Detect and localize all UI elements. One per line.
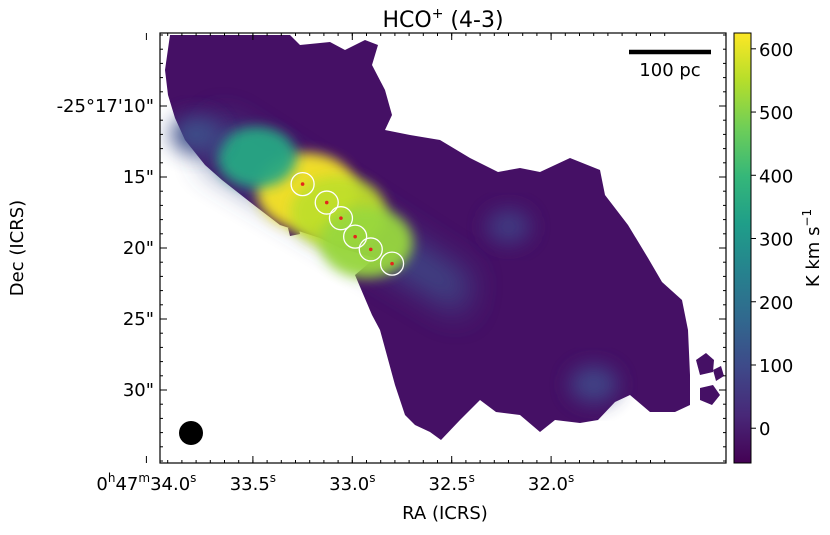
x-axis-label: RA (ICRS) <box>402 503 488 524</box>
x-tick-label-part: 0 <box>96 474 107 495</box>
x-tick-label-part: s <box>369 471 375 485</box>
x-tick-label: 32.0s <box>528 471 574 495</box>
x-axis-ticks: 0h47m34.0s 33.5s 33.0s 32.5s 32.0s <box>96 33 574 495</box>
colorbar-label-main: K km s <box>803 227 824 288</box>
scale-bar-label: 100 pc <box>639 60 700 81</box>
x-tick-label-part: 47 <box>115 474 138 495</box>
source-dot <box>300 182 305 186</box>
emission-peaks <box>170 114 618 403</box>
y-tick-label: 15" <box>123 167 154 188</box>
x-tick-label-part: s <box>568 471 574 485</box>
source-dot <box>353 234 357 239</box>
x-tick-label-part: 33.5 <box>230 474 270 495</box>
emission-fragment-right-upper <box>696 353 714 375</box>
y-axis-label: Dec (ICRS) <box>7 200 28 296</box>
emission-region-main <box>165 35 690 440</box>
y-axis-ticks: -25°17'10" 15" 20" 25" 30" <box>57 96 726 401</box>
x-tick-label-part: h <box>108 471 116 485</box>
title-rest: (4-3) <box>443 8 503 33</box>
scale-bar: 100 pc <box>629 49 711 81</box>
y-tick-label: -25°17'10" <box>57 96 154 117</box>
colorbar-tick-label: 200 <box>759 293 793 314</box>
source-markers <box>290 171 405 276</box>
colorbar-tick-label: 500 <box>759 103 793 124</box>
x-tick-label: 32.5s <box>429 471 475 495</box>
emission-peak <box>170 114 222 155</box>
source-circle <box>328 206 354 231</box>
x-tick-label: 33.5s <box>230 471 276 495</box>
y-tick-label: 30" <box>123 380 154 401</box>
emission-peak <box>217 126 297 188</box>
source-dot <box>368 247 373 252</box>
x-tick-label-part: 32.5 <box>429 474 469 495</box>
source-circle <box>342 224 368 249</box>
colorbar-label-superscript: −1 <box>800 209 814 227</box>
emission-map <box>165 35 724 440</box>
beam-ellipse <box>179 421 203 445</box>
x-tick-label-part: 32.0 <box>528 474 568 495</box>
y-tick-label: 20" <box>123 238 154 259</box>
source-dot <box>339 216 343 220</box>
title-superscript: + <box>432 6 444 22</box>
x-tick-label-part: 33.0 <box>329 474 369 495</box>
x-tick-label-part: m <box>138 471 150 485</box>
source-circle <box>358 237 383 262</box>
colorbar-tick-label: 100 <box>759 356 793 377</box>
x-tick-label-part: s <box>270 471 276 485</box>
title-main: HCO <box>382 8 431 33</box>
colorbar-ticks: 0 100 200 300 400 500 600 <box>751 40 793 440</box>
source-circle <box>290 171 315 197</box>
source-circle <box>379 251 405 276</box>
x-tick-label-part: s <box>190 471 196 485</box>
x-tick-label: 33.0s <box>329 471 375 495</box>
chart-title: HCO+ (4-3) <box>382 6 503 33</box>
source-circle <box>314 190 339 215</box>
colorbar <box>733 32 752 464</box>
colorbar-label: K km s−1 <box>800 209 824 287</box>
x-tick-label-part: s <box>469 471 475 485</box>
y-tick-label: 25" <box>123 309 154 330</box>
colorbar-tick-label: 600 <box>759 40 793 61</box>
x-tick-label-part: 34.0 <box>150 474 190 495</box>
x-tick-label: 0h47m34.0s <box>96 471 196 495</box>
source-dot <box>390 261 394 266</box>
colorbar-tick-label: 300 <box>759 230 793 251</box>
colorbar-tick-label: 0 <box>759 419 770 440</box>
emission-fragment-right-mid <box>713 366 724 381</box>
emission-fragment-right-lower <box>700 385 720 405</box>
emission-peak <box>569 365 618 403</box>
colorbar-tick-label: 400 <box>759 166 793 187</box>
emission-peak <box>320 206 413 278</box>
source-dot <box>324 200 329 205</box>
emission-peak <box>486 209 531 244</box>
